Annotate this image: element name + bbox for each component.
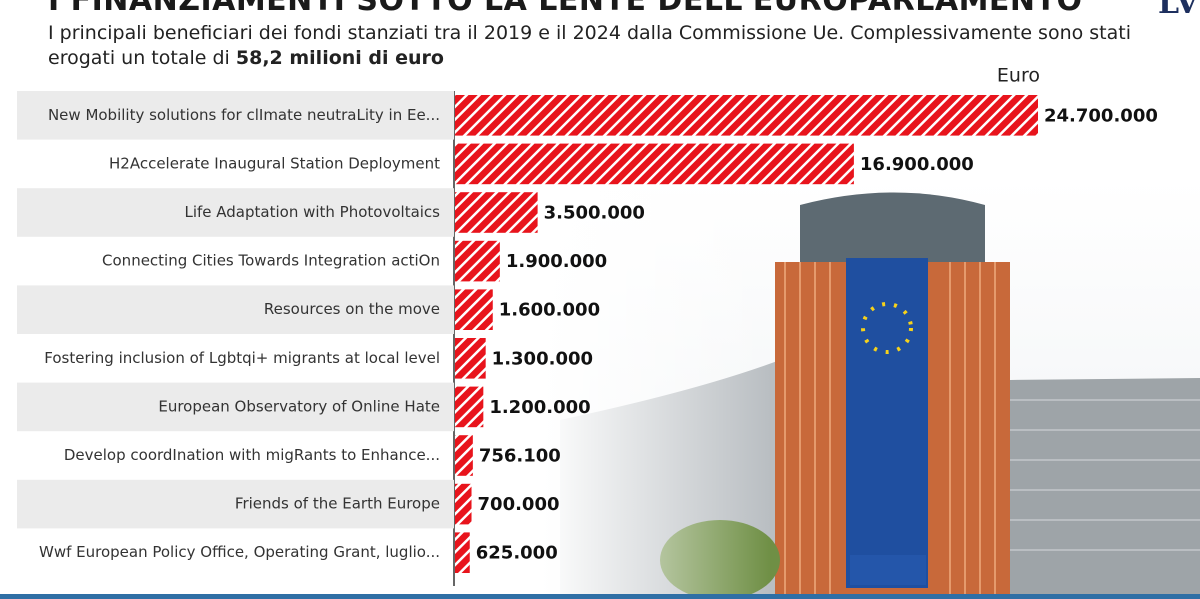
value-label: 700.000 (478, 494, 560, 515)
bar (455, 95, 1038, 136)
bar (455, 483, 472, 525)
bar (455, 532, 470, 573)
subtitle-block: I principali beneficiari dei fondi stanz… (48, 21, 1148, 71)
category-label: Wwf European Policy Office, Operating Gr… (39, 543, 440, 561)
footer-bar (0, 594, 1200, 599)
row-background (17, 285, 454, 334)
bar (455, 338, 486, 379)
bar (455, 386, 484, 428)
category-label: Friends of the Earth Europe (235, 495, 440, 513)
subtitle: I principali beneficiari dei fondi stanz… (48, 22, 1131, 69)
bar (455, 192, 538, 233)
category-label: Fostering inclusion of Lgbtqi+ migrants … (44, 349, 440, 367)
unit-label: Euro (997, 65, 1040, 87)
value-label: 24.700.000 (1044, 105, 1158, 126)
category-label: Life Adaptation with Photovoltaics (184, 203, 440, 221)
bar (455, 435, 473, 476)
category-label: New Mobility solutions for clImate neutr… (48, 106, 440, 124)
bar (455, 289, 493, 330)
background-photo (540, 180, 1200, 599)
value-label: 1.200.000 (489, 397, 590, 418)
value-label: 16.900.000 (860, 154, 974, 175)
category-label: H2Accelerate Inaugural Station Deploymen… (109, 154, 440, 172)
bar (455, 143, 854, 185)
bar (455, 240, 500, 282)
category-label: Develop coordInation with migRants to En… (64, 446, 440, 464)
row-background (17, 188, 454, 237)
value-label: 625.000 (476, 543, 558, 564)
category-label: Connecting Cities Towards Integration ac… (102, 252, 440, 270)
row-background (17, 479, 454, 529)
logo: LV (1158, 0, 1199, 21)
subtitle-highlight: 58,2 milioni di euro (235, 47, 444, 69)
category-label: European Observatory of Online Hate (158, 397, 440, 415)
value-label: 3.500.000 (544, 203, 645, 224)
row-background (17, 382, 454, 432)
row-background (17, 91, 454, 140)
value-label: 1.600.000 (499, 300, 600, 321)
value-label: 756.100 (479, 446, 561, 467)
value-label: 1.300.000 (492, 348, 593, 369)
title: I FINANZIAMENTI SOTTO LA LENTE DELL'EURO… (48, 0, 1083, 18)
category-label: Resources on the move (264, 300, 440, 318)
value-label: 1.900.000 (506, 251, 607, 272)
